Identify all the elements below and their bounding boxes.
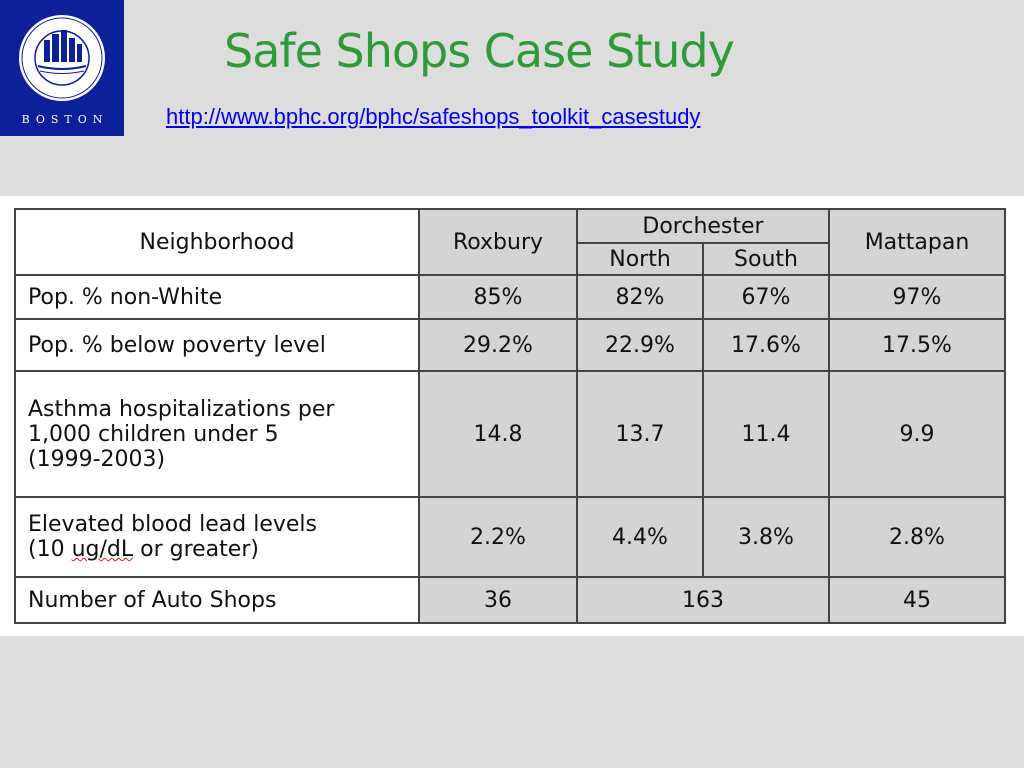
cell-mattapan: 9.9: [828, 370, 1006, 498]
table-row: Elevated blood lead levels (10 ug/dL or …: [14, 496, 1006, 578]
cell-north: 4.4%: [576, 496, 704, 578]
cell-mattapan: 2.8%: [828, 496, 1006, 578]
cell-roxbury: 2.2%: [418, 496, 578, 578]
source-link[interactable]: http://www.bphc.org/bphc/safeshops_toolk…: [166, 104, 701, 129]
row-label: Number of Auto Shops: [14, 576, 420, 624]
cell-north: 82%: [576, 274, 704, 320]
bphc-logo: BOSTON: [0, 0, 124, 136]
row-label: Asthma hospitalizations per 1,000 childr…: [14, 370, 420, 498]
header-roxbury: Roxbury: [418, 208, 578, 276]
row-label-line: (1999-2003): [28, 446, 166, 472]
row-label: Pop. % below poverty level: [14, 318, 420, 372]
label-part: or greater): [133, 537, 259, 562]
page-title: Safe Shops Case Study: [224, 24, 735, 78]
cell-south: 11.4: [702, 370, 830, 498]
row-label: Pop. % non-White: [14, 274, 420, 320]
subheader-row: North South: [15, 242, 1005, 276]
row-label-line: Elevated blood lead levels: [28, 512, 317, 537]
header-dorchester: Dorchester: [576, 208, 830, 244]
logo-city: BOSTON: [21, 113, 109, 126]
cell-mattapan: 17.5%: [828, 318, 1006, 372]
header-mattapan: Mattapan: [828, 208, 1006, 276]
cell-roxbury: 29.2%: [418, 318, 578, 372]
cell-south: 3.8%: [702, 496, 830, 578]
table-row: Pop. % below poverty level 29.2% 22.9% 1…: [14, 318, 1006, 372]
header-north: North: [576, 242, 704, 276]
table-row: Asthma hospitalizations per 1,000 childr…: [14, 370, 1006, 498]
row-label-line: Asthma hospitalizations per: [28, 396, 335, 422]
cell-roxbury: 36: [418, 576, 578, 624]
cell-north: 13.7: [576, 370, 704, 498]
cell-roxbury: 85%: [418, 274, 578, 320]
row-label: Elevated blood lead levels (10 ug/dL or …: [14, 496, 420, 578]
cell-mattapan: 45: [828, 576, 1006, 624]
unit-text: ug/dL: [71, 537, 134, 562]
cell-north: 22.9%: [576, 318, 704, 372]
header-south: South: [702, 242, 830, 276]
neighborhood-table: Neighborhood Roxbury Dorchester Mattapan…: [14, 208, 1006, 624]
table-panel: Neighborhood Roxbury Dorchester Mattapan…: [0, 196, 1024, 636]
row-label-line: 1,000 children under 5: [28, 421, 279, 447]
cell-mattapan: 97%: [828, 274, 1006, 320]
seal-icon: [17, 13, 107, 103]
table-row: Number of Auto Shops 36 163 45: [14, 576, 1006, 624]
row-label-line: (10 ug/dL or greater): [28, 537, 406, 562]
table-row: Pop. % non-White 85% 82% 67% 97%: [14, 274, 1006, 320]
cell-dorchester: 163: [576, 576, 830, 624]
cell-roxbury: 14.8: [418, 370, 578, 498]
header-neighborhood: Neighborhood: [14, 208, 420, 276]
cell-south: 17.6%: [702, 318, 830, 372]
header-row: Neighborhood Roxbury Dorchester Mattapan: [14, 208, 1006, 276]
cell-south: 67%: [702, 274, 830, 320]
label-part: (10: [28, 537, 72, 562]
